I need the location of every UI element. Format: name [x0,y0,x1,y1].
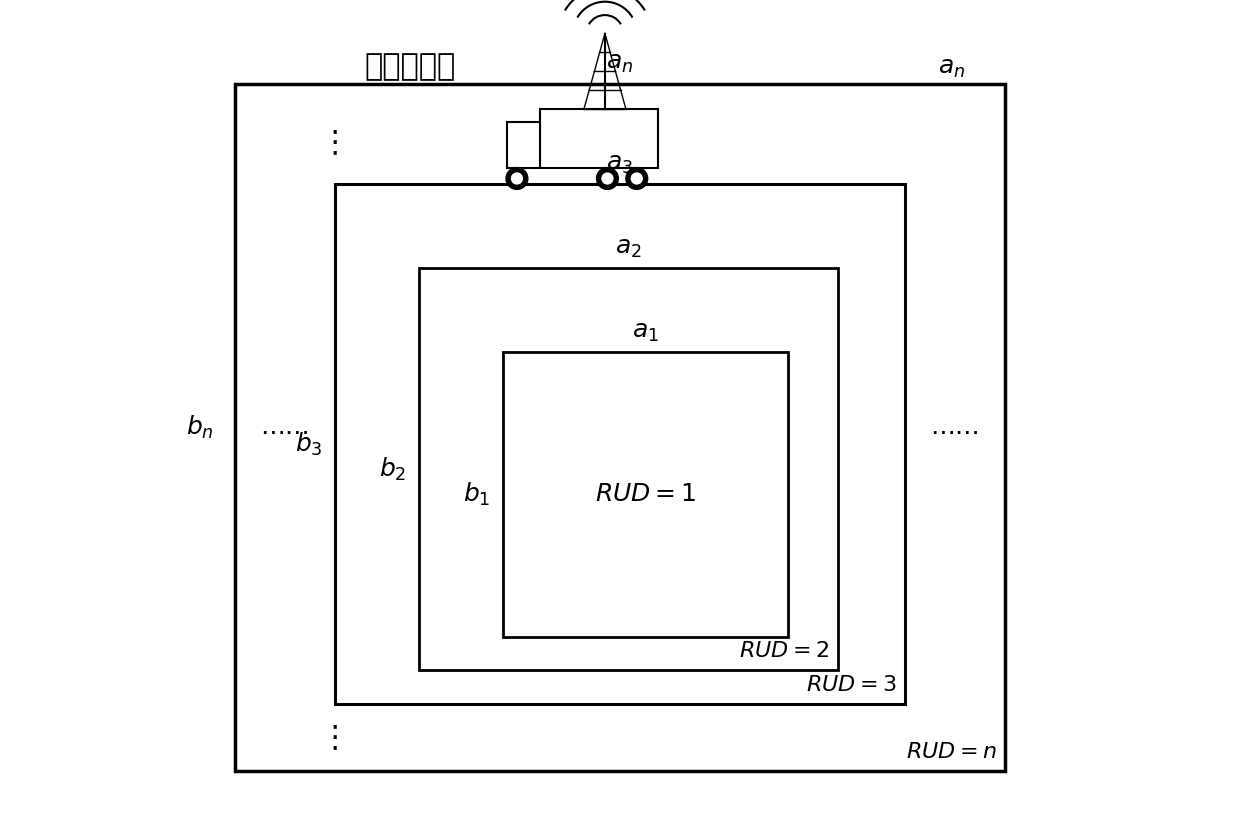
Circle shape [596,168,619,189]
Circle shape [631,173,642,184]
Circle shape [626,168,647,189]
Text: $a_n$: $a_n$ [606,53,634,75]
Text: ……: …… [930,416,980,439]
Text: 应急通信车: 应急通信车 [365,53,456,81]
Text: $a_n$: $a_n$ [939,57,966,80]
Circle shape [601,173,613,184]
FancyBboxPatch shape [335,184,905,704]
Text: $a_2$: $a_2$ [615,237,642,260]
Text: $a_1$: $a_1$ [631,321,658,344]
Circle shape [506,168,528,189]
Text: $RUD=2$: $RUD=2$ [739,640,830,662]
Text: $RUD=n$: $RUD=n$ [906,741,997,763]
FancyBboxPatch shape [541,109,657,168]
Text: ⋮: ⋮ [320,128,351,157]
Text: $a_3$: $a_3$ [606,153,634,176]
Text: $b_2$: $b_2$ [379,456,407,483]
FancyBboxPatch shape [419,268,838,670]
FancyBboxPatch shape [502,352,787,637]
Text: $b_3$: $b_3$ [295,431,322,458]
Text: ……: …… [260,416,310,439]
Text: $RUD=1$: $RUD=1$ [594,483,696,506]
Text: $b_n$: $b_n$ [186,414,213,441]
Text: $b_1$: $b_1$ [463,481,490,508]
FancyBboxPatch shape [234,84,1006,771]
FancyBboxPatch shape [507,122,541,168]
Text: ⋮: ⋮ [320,723,351,752]
Circle shape [511,173,522,184]
Text: $RUD=3$: $RUD=3$ [806,674,897,696]
